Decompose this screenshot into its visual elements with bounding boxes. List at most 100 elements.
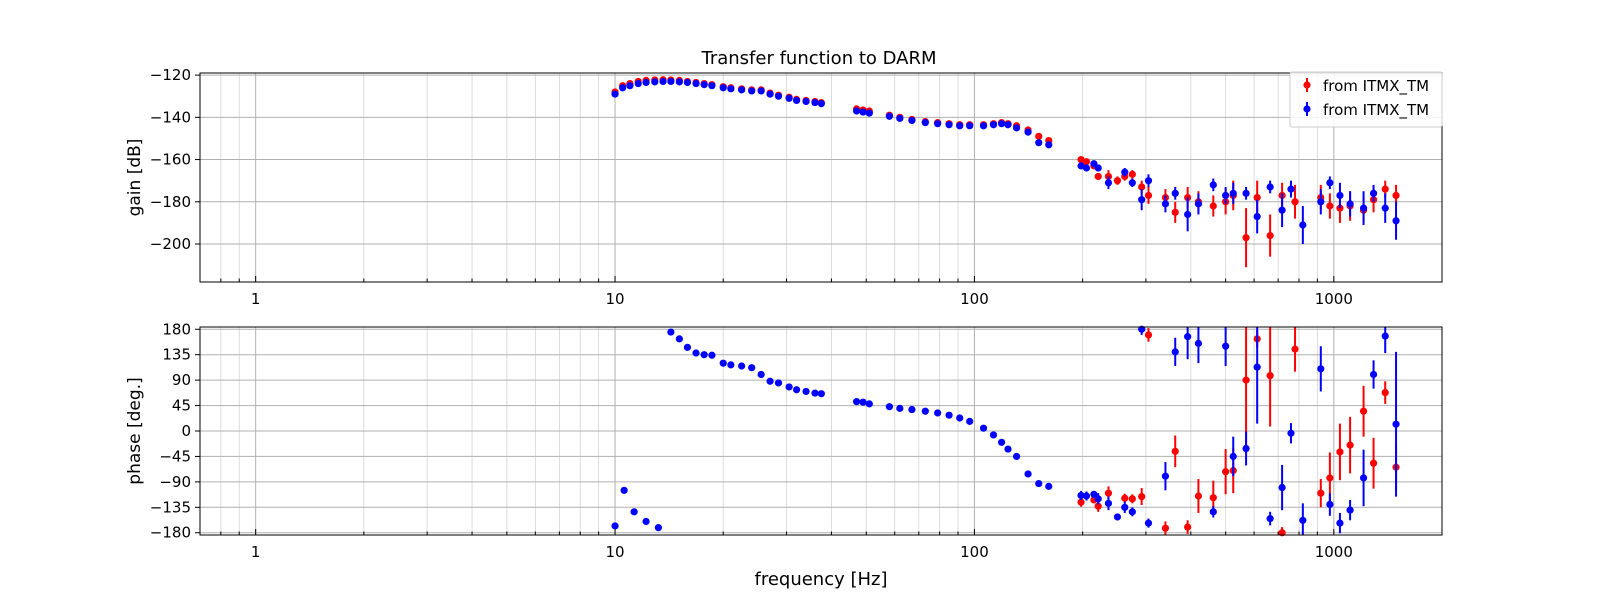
gain-data-point	[1024, 128, 1032, 136]
phase-data-point	[989, 431, 998, 439]
gain-data-point	[921, 119, 929, 127]
gain-data-point	[1045, 141, 1053, 149]
phase-data-point	[885, 403, 894, 411]
phase-data-point	[1336, 448, 1344, 456]
phase-data-point	[1184, 333, 1192, 341]
phase-data-point	[1359, 474, 1368, 482]
gain-data-point	[1161, 200, 1170, 208]
phase-data-point	[1369, 370, 1378, 379]
phase-data-point	[1171, 348, 1179, 356]
gain-data-point	[1381, 185, 1389, 193]
gain-data-point	[1242, 234, 1250, 242]
phase-data-point	[1346, 506, 1354, 514]
phase-y-tick-label: 45	[172, 397, 191, 415]
gain-data-point	[1317, 198, 1325, 206]
gain-data-point	[1035, 139, 1043, 147]
phase-series-blue	[611, 325, 1400, 535]
phase-data-point	[865, 400, 873, 408]
gain-data-point	[1253, 212, 1261, 221]
phase-data-point	[1209, 508, 1217, 516]
phase-data-point	[1104, 499, 1113, 507]
phase-data-point	[934, 409, 942, 417]
gain-data-point	[1359, 204, 1368, 212]
phase-data-point	[1194, 492, 1203, 500]
phase-y-tick-label: −135	[150, 498, 191, 516]
phase-data-point	[1094, 502, 1102, 510]
gain-data-point	[1266, 183, 1274, 191]
gain-data-point	[642, 78, 650, 87]
phase-data-point	[817, 390, 825, 398]
gain-data-point	[1291, 198, 1299, 206]
gain-data-point	[859, 108, 867, 116]
gain-y-tick-label: −120	[150, 66, 191, 84]
gain-data-point	[792, 96, 801, 105]
gain-data-point	[1209, 181, 1217, 189]
gain-data-point	[1113, 177, 1122, 185]
phase-x-tick-label: 10	[606, 543, 625, 561]
phase-data-point	[1138, 492, 1146, 501]
phase-data-point	[1222, 342, 1230, 350]
phase-x-tick-label: 1	[251, 543, 261, 561]
gain-y-axis-label: gain [dB]	[125, 139, 145, 217]
phase-data-point	[1266, 515, 1274, 523]
gain-data-point	[1138, 183, 1146, 191]
gain-data-point	[619, 84, 627, 92]
gain-data-point	[727, 85, 735, 93]
phase-data-point	[1317, 489, 1325, 497]
phase-data-point	[1222, 468, 1230, 476]
gain-data-point	[1392, 217, 1400, 225]
gain-series-blue	[611, 77, 1400, 244]
phase-data-point	[1242, 444, 1250, 453]
phase-data-point	[774, 379, 783, 387]
gain-data-point	[885, 112, 894, 120]
phase-data-point	[1045, 482, 1053, 490]
gain-data-point	[865, 109, 873, 117]
gain-data-point	[1104, 172, 1113, 181]
phase-panel: 180 135 90 45 0 −45 −90 −135 −180 1 10 100 1000 phas…	[125, 320, 1443, 561]
gain-data-point	[611, 90, 619, 98]
gain-y-tick-label: −140	[150, 108, 191, 126]
gain-data-point	[1392, 191, 1400, 200]
phase-data-point	[945, 411, 953, 419]
gain-data-point	[1077, 162, 1085, 170]
gain-data-point	[738, 86, 746, 94]
phase-data-point	[738, 362, 746, 370]
phase-data-point	[852, 398, 861, 406]
phase-data-point	[1082, 492, 1091, 500]
phase-data-point	[727, 361, 735, 369]
gain-data-point	[989, 121, 998, 129]
phase-data-point	[620, 486, 628, 494]
phase-data-point	[1209, 494, 1217, 502]
gain-data-point	[1253, 193, 1261, 202]
x-axis-label: frequency [Hz]	[754, 569, 887, 590]
legend-label: from ITMX_TM	[1323, 77, 1429, 96]
phase-data-point	[1346, 441, 1354, 449]
gain-data-point	[651, 78, 659, 86]
gain-data-point	[934, 120, 942, 128]
phase-data-point	[1184, 523, 1192, 531]
gain-data-point	[1381, 204, 1389, 212]
gain-data-point	[1171, 189, 1179, 197]
gain-data-point	[1094, 172, 1102, 181]
phase-data-point	[1035, 479, 1043, 488]
phase-data-point	[1369, 459, 1378, 467]
phase-data-point	[1291, 345, 1299, 353]
gain-data-point	[1194, 200, 1203, 208]
phase-data-point	[1287, 429, 1295, 437]
gain-y-tick-label: −200	[150, 235, 191, 253]
phase-y-tick-label: −45	[159, 447, 191, 465]
gain-data-point	[997, 120, 1006, 128]
phase-data-point	[1144, 519, 1153, 527]
phase-data-point	[1090, 490, 1098, 498]
gain-data-point	[1184, 193, 1192, 202]
gain-data-point	[667, 77, 675, 86]
gain-data-point	[979, 122, 988, 130]
phase-data-point	[1171, 447, 1179, 455]
phase-y-tick-label: 0	[181, 422, 191, 440]
legend-marker-icon	[1303, 81, 1311, 89]
gain-x-tick-label: 1	[251, 290, 261, 308]
gain-data-point	[1222, 191, 1230, 200]
gain-data-point	[748, 87, 756, 95]
gain-data-point	[692, 79, 700, 88]
